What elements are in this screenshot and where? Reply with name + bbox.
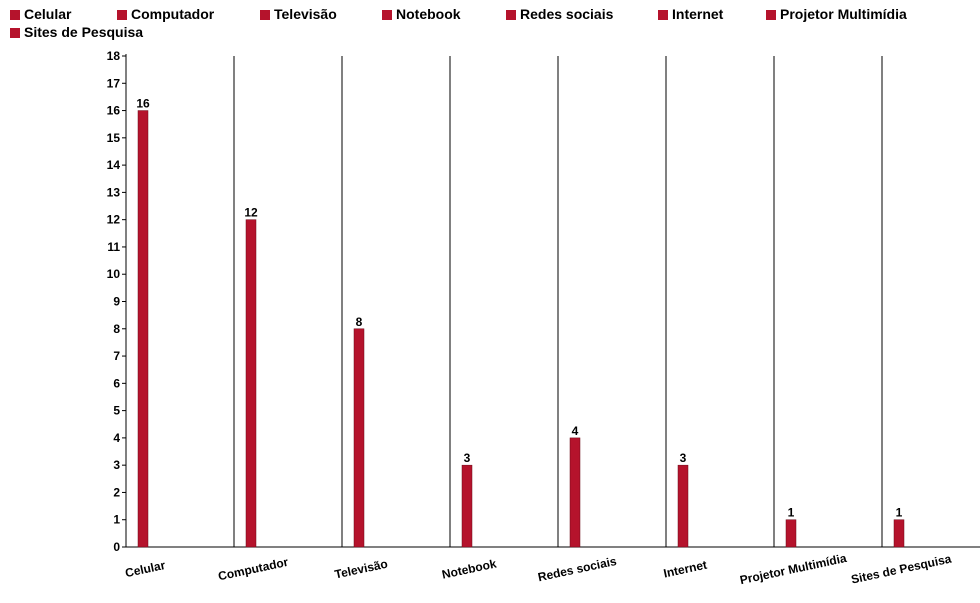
bar [245, 219, 257, 548]
data-label: 12 [244, 206, 258, 220]
y-tick-label: 8 [113, 322, 120, 336]
category-label: Celular [124, 558, 167, 580]
data-label: 1 [896, 506, 903, 520]
legend-label: Redes sociais [520, 6, 614, 22]
data-label: 4 [572, 424, 579, 438]
y-tick-label: 9 [113, 295, 120, 309]
legend-entry: Televisão [260, 6, 337, 22]
category-label: Notebook [441, 556, 498, 581]
legend-entry: Sites de Pesquisa [10, 24, 143, 40]
legend-label: Computador [131, 6, 215, 22]
data-label: 3 [464, 451, 471, 465]
legend-entry: Celular [10, 6, 71, 22]
legend-swatch [766, 10, 776, 20]
y-tick-label: 14 [107, 158, 121, 172]
legend-swatch [506, 10, 516, 20]
bar [893, 519, 905, 548]
legend-swatch [260, 10, 270, 20]
legend-label: Sites de Pesquisa [24, 24, 144, 40]
legend-swatch [10, 10, 20, 20]
legend-swatch [658, 10, 668, 20]
y-tick-label: 3 [113, 458, 120, 472]
legend-label: Celular [24, 6, 72, 22]
y-tick-label: 6 [113, 376, 120, 390]
legend-swatch [382, 10, 392, 20]
legend-entry: Redes sociais [506, 6, 613, 22]
y-tick-label: 12 [107, 213, 121, 227]
bar [461, 464, 473, 548]
bar [677, 464, 689, 548]
y-tick-label: 1 [113, 513, 120, 527]
category-label: Internet [662, 558, 708, 581]
y-tick-label: 17 [107, 76, 121, 90]
legend-swatch [117, 10, 127, 20]
y-tick-label: 13 [107, 185, 121, 199]
legend-swatch [10, 28, 20, 38]
bar [569, 437, 581, 548]
legend-label: Notebook [396, 6, 461, 22]
y-tick-label: 11 [107, 240, 120, 254]
y-tick-label: 15 [107, 131, 121, 145]
y-tick-label: 4 [113, 431, 120, 445]
bar [137, 110, 149, 548]
legend-label: Projetor Multimídia [780, 6, 907, 22]
category-label: Redes sociais [537, 554, 619, 584]
legend-entry: Internet [658, 6, 723, 22]
y-tick-label: 18 [107, 49, 121, 63]
data-label: 1 [788, 506, 795, 520]
category-label: Computador [217, 555, 290, 584]
category-label: Sites de Pesquisa [850, 552, 953, 587]
legend-label: Televisão [274, 6, 337, 22]
legend-entry: Computador [117, 6, 214, 22]
y-tick-label: 10 [107, 267, 121, 281]
category-label: Projetor Multimídia [739, 551, 849, 587]
data-label: 16 [136, 97, 150, 111]
bar [785, 519, 797, 548]
y-tick-label: 5 [113, 404, 120, 418]
y-tick-label: 16 [107, 104, 121, 118]
y-tick-label: 2 [113, 485, 120, 499]
bar [353, 328, 365, 548]
category-label: Televisão [333, 557, 389, 582]
legend-entry: Notebook [382, 6, 461, 22]
data-label: 3 [680, 451, 687, 465]
y-tick-label: 7 [113, 349, 120, 363]
data-label: 8 [356, 315, 363, 329]
legend-label: Internet [672, 6, 724, 22]
legend-entry: Projetor Multimídia [766, 6, 907, 22]
y-tick-label: 0 [113, 540, 120, 554]
